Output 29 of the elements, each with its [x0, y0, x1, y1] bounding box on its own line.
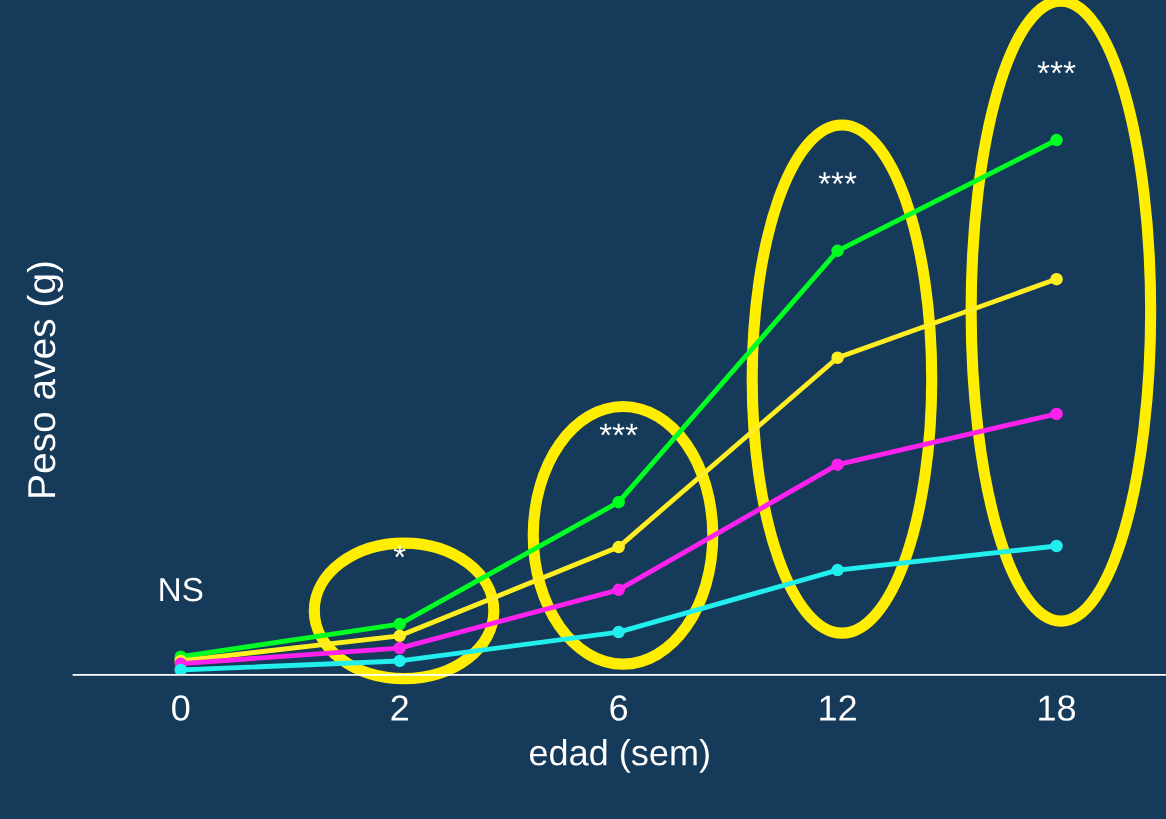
- text: ***: [1037, 61, 1076, 74]
- point: [174, 663, 187, 675]
- x-tick-label: 6: [610, 695, 628, 721]
- y-axis-title: Peso aves (g): [26, 262, 64, 497]
- point: [612, 540, 625, 554]
- point: [612, 495, 625, 509]
- point: [1050, 407, 1063, 421]
- annotation: NS: [160, 577, 203, 602]
- point: [393, 641, 406, 655]
- x-tick-label: 18: [1039, 695, 1076, 721]
- annotation: ***: [818, 172, 857, 185]
- point: [1050, 539, 1063, 553]
- x-tick-label: 2: [391, 695, 408, 721]
- point: [831, 458, 844, 471]
- point: [612, 625, 625, 639]
- x-tick-label: 0: [172, 695, 190, 721]
- annotation: ***: [599, 423, 638, 436]
- point: [393, 654, 406, 668]
- point: [612, 583, 625, 597]
- annotation: *: [393, 545, 406, 558]
- point: [831, 244, 844, 258]
- point: [831, 563, 844, 577]
- x-tick-label: 12: [820, 695, 856, 721]
- point: [1050, 272, 1063, 286]
- x-axis-title: edad (sem): [529, 739, 709, 773]
- point: [393, 629, 406, 643]
- point: [831, 351, 844, 364]
- point: [393, 617, 406, 631]
- point: [1050, 133, 1063, 147]
